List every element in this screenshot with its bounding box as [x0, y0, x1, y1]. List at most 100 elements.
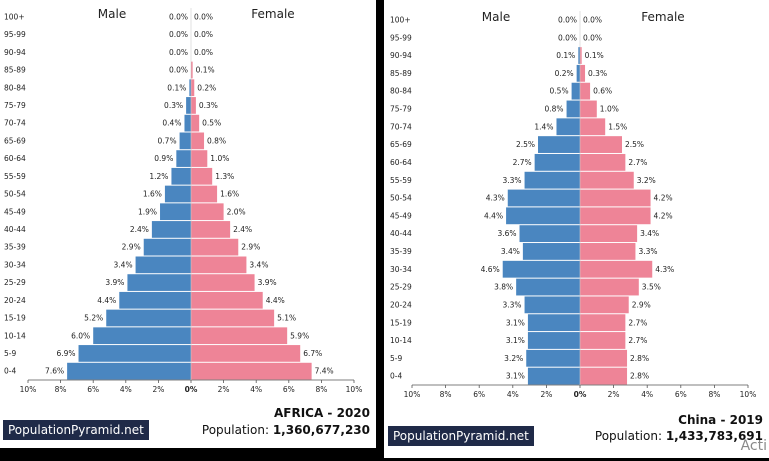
male-bar: [522, 243, 580, 260]
x-tick-label: 4%: [250, 385, 262, 394]
age-group-label: 45-49: [390, 211, 412, 220]
female-value-label: 4.2%: [654, 194, 673, 203]
male-bar: [189, 79, 191, 97]
male-bar: [566, 100, 580, 118]
female-value-label: 0.1%: [585, 51, 604, 60]
male-bar: [519, 225, 580, 243]
female-value-label: 0.0%: [194, 12, 213, 21]
male-value-label: 2.9%: [122, 243, 141, 252]
male-bar: [576, 64, 580, 82]
male-value-label: 6.9%: [56, 349, 75, 358]
x-tick-label: 0%: [574, 390, 587, 399]
female-value-label: 7.4%: [315, 367, 334, 376]
male-bar: [526, 349, 580, 367]
female-bar: [191, 79, 195, 97]
female-bar: [191, 114, 200, 132]
x-tick-label: 4%: [507, 390, 519, 399]
male-value-label: 3.2%: [504, 354, 523, 363]
male-value-label: 4.4%: [97, 296, 116, 305]
female-bar: [191, 327, 288, 345]
female-value-label: 1.6%: [220, 190, 239, 199]
male-value-label: 3.6%: [497, 229, 516, 238]
watermark-text: Acti: [740, 438, 767, 454]
female-value-label: 2.7%: [628, 336, 647, 345]
age-group-label: 65-69: [390, 140, 412, 149]
x-tick-label: 6%: [87, 385, 99, 394]
female-value-label: 6.7%: [303, 349, 322, 358]
male-value-label: 4.3%: [486, 194, 505, 203]
population-value: 1,360,677,230: [272, 423, 370, 437]
x-tick-label: 6%: [283, 385, 295, 394]
male-value-label: 3.1%: [506, 336, 525, 345]
female-value-label: 1.0%: [600, 105, 619, 114]
male-value-label: 1.2%: [149, 172, 168, 181]
age-group-label: 100+: [390, 16, 411, 25]
male-bar: [527, 332, 580, 349]
female-bar: [580, 260, 653, 278]
female-bar: [580, 100, 597, 118]
male-bar: [502, 260, 580, 278]
male-bar: [534, 153, 580, 171]
female-bar: [580, 82, 591, 100]
male-value-label: 0.7%: [158, 136, 177, 145]
female-bar: [191, 61, 193, 79]
male-value-label: 0.5%: [550, 87, 569, 96]
female-bar: [191, 167, 213, 185]
male-bar: [571, 82, 580, 100]
female-bar: [580, 64, 586, 82]
age-group-label: 70-74: [4, 119, 26, 128]
female-value-label: 1.5%: [608, 122, 627, 131]
female-bar: [580, 314, 626, 332]
population-line: Population: 1,433,783,691: [595, 429, 763, 443]
x-tick-label: 2%: [608, 390, 620, 399]
female-bar: [191, 291, 263, 309]
age-group-label: 25-29: [390, 283, 412, 292]
male-bar: [184, 114, 191, 132]
population-value: 1,433,783,691: [665, 429, 763, 443]
age-group-label: 55-59: [390, 176, 412, 185]
female-value-label: 0.0%: [194, 48, 213, 57]
age-group-label: 55-59: [4, 172, 26, 181]
female-bar: [580, 207, 651, 225]
age-group-label: 10-14: [390, 336, 412, 345]
brand-badge[interactable]: PopulationPyramid.net: [3, 420, 149, 440]
africa-pyramid-chart: Male Female 100+ 0.0% 0.0% 95-99 0.0% 0.0% 90-94…: [4, 7, 362, 394]
female-bar: [580, 225, 638, 243]
female-value-label: 0.1%: [196, 66, 215, 75]
x-tick-label: 6%: [473, 390, 485, 399]
male-value-label: 0.9%: [154, 154, 173, 163]
female-bar: [191, 97, 196, 114]
male-bar: [135, 256, 191, 274]
age-group-label: 30-34: [4, 260, 26, 269]
male-value-label: 2.7%: [513, 158, 532, 167]
male-bar: [556, 118, 580, 136]
female-heading: Female: [251, 7, 294, 21]
chart-title: China - 2019: [678, 413, 763, 427]
brand-badge[interactable]: PopulationPyramid.net: [388, 426, 534, 446]
female-value-label: 2.7%: [628, 318, 647, 327]
male-bar: [143, 238, 191, 256]
female-bar: [580, 367, 628, 385]
male-bar: [538, 136, 580, 153]
female-value-label: 3.5%: [642, 283, 661, 292]
x-tick-label: 4%: [641, 390, 653, 399]
male-bar: [93, 327, 191, 345]
male-heading: Male: [98, 7, 126, 21]
age-group-label: 40-44: [390, 229, 412, 238]
age-group-label: 80-84: [390, 87, 412, 96]
age-group-label: 65-69: [4, 136, 26, 145]
male-value-label: 0.0%: [558, 16, 577, 25]
female-value-label: 0.0%: [583, 33, 602, 42]
male-bar: [186, 97, 191, 114]
male-value-label: 0.8%: [544, 105, 563, 114]
male-bar: [151, 221, 191, 238]
female-value-label: 4.4%: [266, 296, 285, 305]
male-bar: [127, 274, 191, 291]
x-tick-label: 10%: [20, 385, 37, 394]
male-heading: Male: [482, 10, 510, 24]
x-tick-label: 2%: [152, 385, 164, 394]
age-group-label: 15-19: [390, 318, 412, 327]
female-bar: [580, 278, 639, 296]
x-tick-label: 6%: [675, 390, 687, 399]
age-group-label: 5-9: [390, 354, 402, 363]
